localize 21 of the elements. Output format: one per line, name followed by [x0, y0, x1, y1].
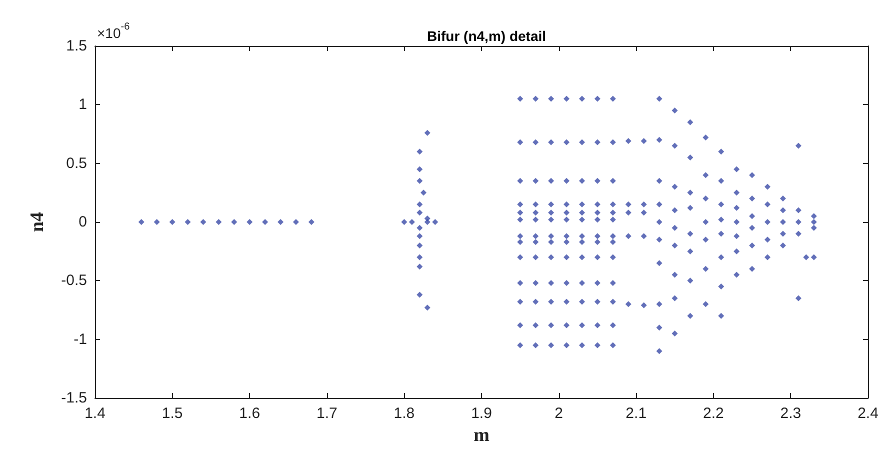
y-tick-label: -1.5 — [61, 390, 87, 406]
x-tick-label: 2 — [554, 405, 563, 422]
x-tick-label: 2.1 — [626, 405, 647, 422]
x-tick-label: 1.5 — [162, 405, 183, 422]
x-axis-title: m — [474, 425, 490, 446]
y-tick-label: 0.5 — [66, 154, 87, 172]
x-tick-label: 2.3 — [780, 405, 802, 422]
y-tick-label: 0 — [78, 214, 87, 230]
x-tick-label: 2.2 — [702, 405, 724, 422]
y-tick-label: 1 — [78, 96, 87, 114]
x-tick-label: 2.4 — [858, 405, 878, 422]
y-tick-label: -0.5 — [61, 272, 87, 290]
y-axis-title: n4 — [27, 211, 48, 232]
y-tick-label: -1 — [74, 330, 87, 348]
y-tick-label: 1.5 — [66, 38, 87, 54]
x-tick-label: 1.6 — [239, 405, 260, 422]
x-tick-label: 1.9 — [471, 405, 492, 422]
chart-title: Bifur (n4,m) detail — [426, 28, 546, 44]
x-tick-label: 1.8 — [394, 405, 415, 422]
x-tick-label: 1.7 — [316, 405, 338, 422]
x-tick-label: 1.4 — [84, 405, 106, 422]
